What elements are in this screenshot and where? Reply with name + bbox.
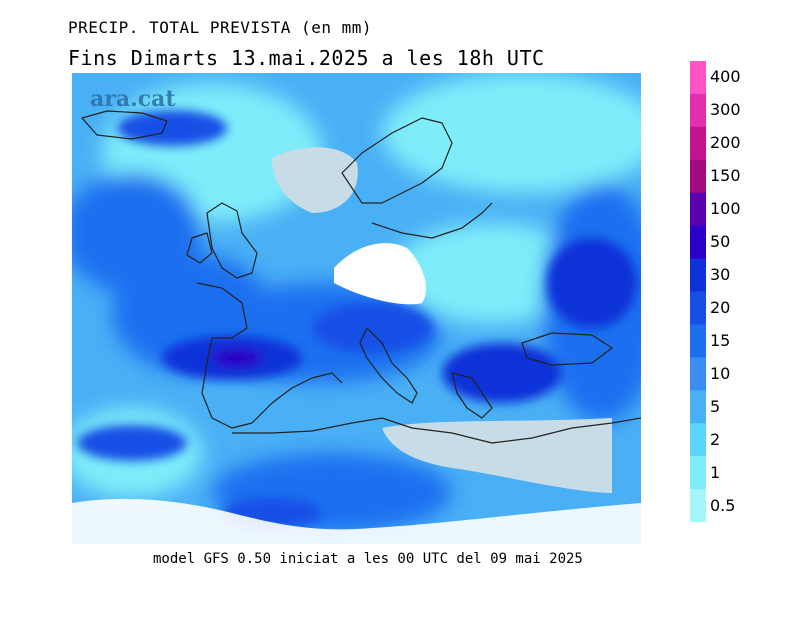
- precip-heavy-atlantic-south: [77, 425, 187, 461]
- italy-outline: [359, 327, 418, 404]
- legend-swatch: [690, 225, 706, 260]
- legend-label: 2: [710, 429, 721, 449]
- legend-swatch: [690, 159, 706, 194]
- ara-cat-logo: ara.cat: [90, 86, 176, 112]
- legend-swatch: [690, 456, 706, 490]
- legend-label: 50: [710, 232, 731, 252]
- legend-label: 20: [710, 297, 731, 317]
- scandinavia-outline: [341, 117, 453, 204]
- legend-swatch: [690, 489, 706, 522]
- ireland-outline: [186, 232, 213, 264]
- legend-label: 30: [710, 265, 731, 285]
- legend-label: 10: [710, 363, 731, 383]
- legend-label: 0.5: [710, 495, 736, 515]
- precip-heavy-balkans: [442, 343, 562, 403]
- north-africa-coast: [232, 417, 641, 444]
- legend-label: 400: [710, 67, 741, 87]
- dry-area-north-africa: [382, 418, 612, 493]
- greece-outline: [451, 372, 493, 419]
- legend-label: 200: [710, 133, 741, 153]
- legend-swatch: [690, 93, 706, 128]
- legend-label: 1: [710, 462, 721, 482]
- dry-area-baltic-region: [272, 147, 358, 213]
- legend-swatch: [690, 258, 706, 292]
- precip-heavy-russia: [547, 238, 637, 328]
- iceland-outline: [81, 110, 168, 140]
- chart-title-line2: Fins Dimarts 13.mai.2025 a les 18h UTC: [68, 46, 545, 70]
- precip-heavy-iceland: [117, 110, 227, 146]
- legend-swatch: [690, 192, 706, 227]
- precip-vheavy-iberia-core: [212, 348, 262, 368]
- precip-light-scandinavia: [382, 73, 641, 193]
- coastlines: [81, 110, 641, 444]
- legend-label: 5: [710, 396, 721, 416]
- legend-swatch: [690, 423, 706, 457]
- legend-swatch: [690, 61, 706, 95]
- black-sea-outline: [521, 332, 613, 366]
- legend-colorbar: [690, 61, 706, 522]
- footer-caption: model GFS 0.50 iniciat a les 00 UTC del …: [153, 551, 583, 567]
- british-isles-outline: [206, 202, 258, 279]
- precip-light-baltic: [392, 223, 592, 323]
- legend-label: 100: [710, 199, 741, 219]
- legend-swatch: [690, 126, 706, 161]
- baltic-coast: [371, 202, 493, 239]
- legend-label: 15: [710, 330, 731, 350]
- chart-title-line1: PRECIP. TOTAL PREVISTA (en mm): [68, 18, 372, 37]
- precip-heavy-alps: [312, 303, 432, 353]
- legend-swatch: [690, 357, 706, 391]
- dry-area-sahara: [72, 498, 641, 544]
- legend-label: 150: [710, 166, 741, 186]
- precipitation-map: [72, 73, 641, 544]
- legend-label: 300: [710, 100, 741, 120]
- dry-area-central-europe: [334, 243, 427, 305]
- legend-swatch: [690, 324, 706, 358]
- europe-west-coast: [196, 282, 343, 429]
- legend-swatch: [690, 390, 706, 424]
- legend-swatch: [690, 291, 706, 325]
